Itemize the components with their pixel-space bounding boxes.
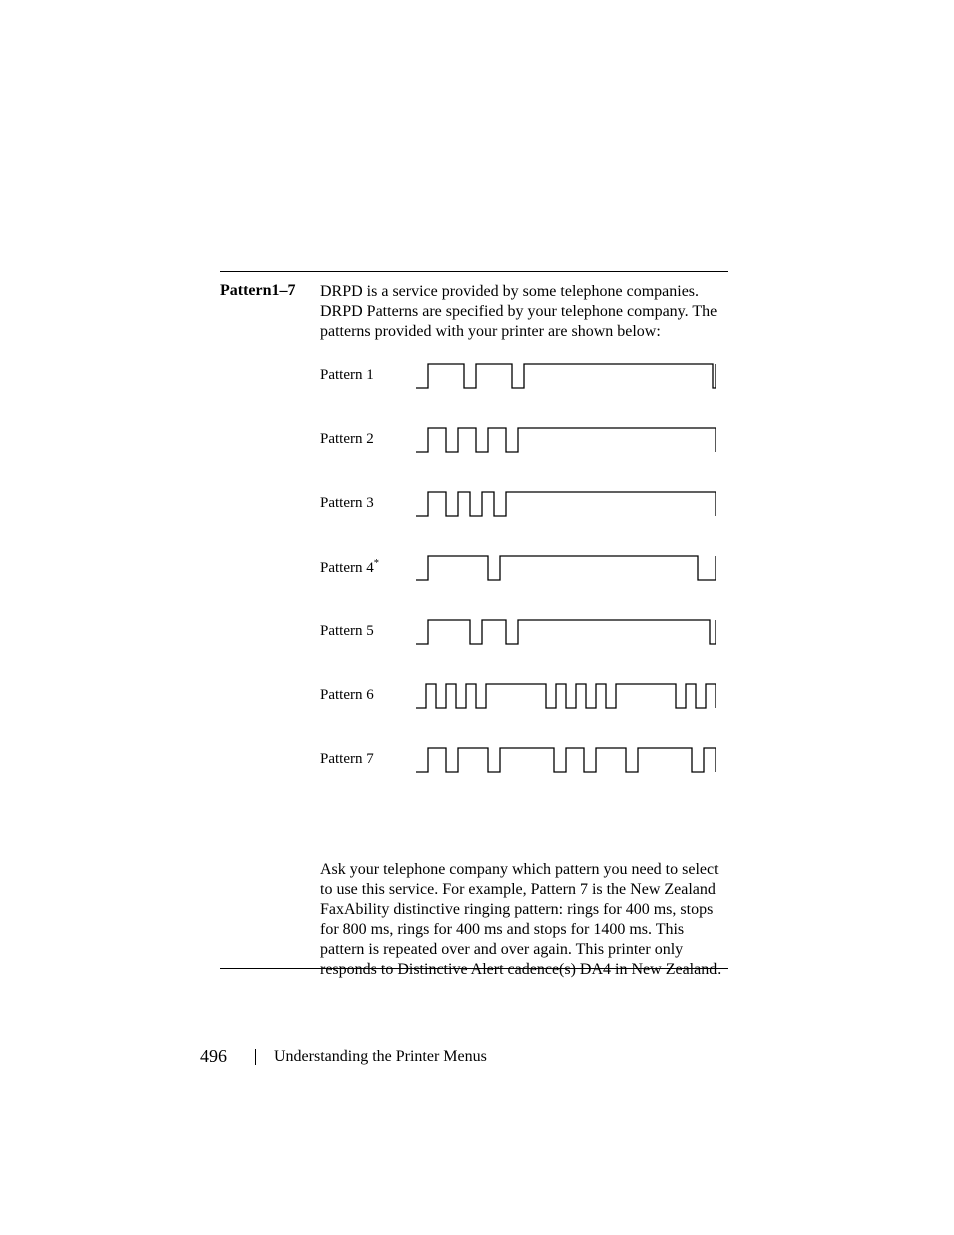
pattern-row: Pattern 1 (320, 360, 728, 390)
pattern-label: Pattern 7 (320, 751, 416, 768)
waveform-icon (416, 616, 716, 646)
waveform-icon (416, 552, 716, 582)
pattern-label: Pattern 6 (320, 687, 416, 704)
rule-bottom (220, 968, 728, 969)
pattern-label: Pattern 4* (320, 558, 416, 577)
pattern-label: Pattern 2 (320, 431, 416, 448)
outro-text: Ask your telephone company which pattern… (320, 860, 730, 980)
waveform-icon (416, 360, 716, 390)
waveform-diagram: Pattern 1 Pattern 2 Pattern 3 Pattern 4* Pat… (320, 360, 728, 774)
pattern-row: Pattern 7 (320, 744, 728, 774)
row-label: Pattern1–7 (220, 282, 316, 300)
waveform-icon (416, 424, 716, 454)
waveform-icon (416, 488, 716, 518)
page-footer: 496 Understanding the Printer Menus (200, 1046, 487, 1067)
pattern-row: Pattern 2 (320, 424, 728, 454)
footer-title: Understanding the Printer Menus (274, 1048, 487, 1066)
intro-text: DRPD is a service provided by some telep… (320, 282, 730, 342)
footer-separator (255, 1049, 256, 1065)
pattern-label: Pattern 3 (320, 495, 416, 512)
pattern-row: Pattern 4* (320, 552, 728, 582)
pattern-row: Pattern 6 (320, 680, 728, 710)
waveform-icon (416, 744, 716, 774)
pattern-label: Pattern 1 (320, 367, 416, 384)
page-number: 496 (200, 1046, 227, 1067)
pattern-label: Pattern 5 (320, 623, 416, 640)
waveform-icon (416, 680, 716, 710)
pattern-row: Pattern 3 (320, 488, 728, 518)
rule-top (220, 271, 728, 272)
pattern-row: Pattern 5 (320, 616, 728, 646)
